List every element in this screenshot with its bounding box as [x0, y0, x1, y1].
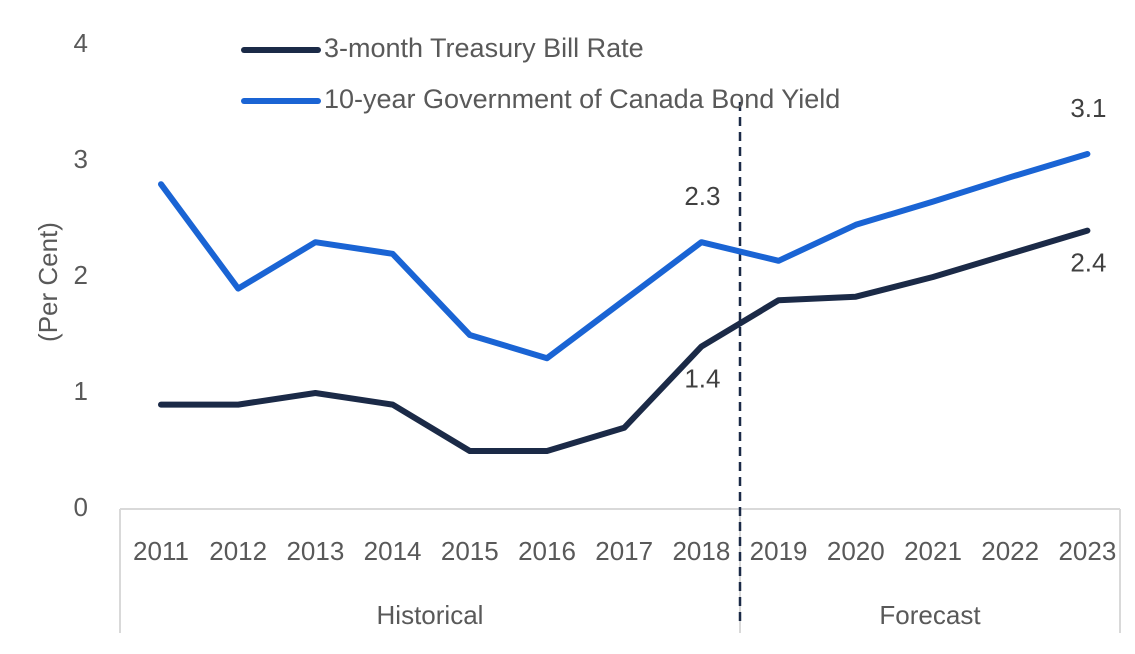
x-tick-label: 2020 [827, 536, 885, 566]
y-tick-label: 4 [74, 28, 88, 58]
x-tick-label: 2019 [750, 536, 808, 566]
x-tick-label: 2021 [904, 536, 962, 566]
legend-label-1: 10-year Government of Canada Bond Yield [324, 84, 840, 114]
legend-label-0: 3-month Treasury Bill Rate [324, 33, 644, 63]
x-tick-label: 2017 [595, 536, 653, 566]
y-axis-title: (Per Cent) [33, 222, 63, 342]
x-axis: 2011 2012 2013 2014 2015 2016 2017 2018 2019 2020… [120, 508, 1120, 566]
legend: 3-month Treasury Bill Rate 10-year Govern… [241, 33, 840, 114]
x-tick-label: 2013 [286, 536, 344, 566]
group-label-historical: Historical [377, 600, 484, 630]
x-tick-label: 2012 [209, 536, 267, 566]
y-tick-label: 2 [74, 260, 88, 290]
y-tick-label: 1 [74, 376, 88, 406]
x-tick-label: 2022 [981, 536, 1039, 566]
series-lines [158, 151, 1091, 454]
x-tick-label: 2016 [518, 536, 576, 566]
y-axis-title-group: (Per Cent) [33, 222, 63, 342]
x-tick-label: 2015 [441, 536, 499, 566]
data-labels: 1.4 2.3 2.4 3.1 [684, 93, 1106, 394]
series-line-1 [158, 151, 1091, 362]
y-axis-ticks: 0 1 2 3 4 [74, 28, 88, 522]
data-label: 1.4 [684, 363, 720, 393]
series-line-0 [158, 227, 1091, 454]
x-tick-label: 2018 [672, 536, 730, 566]
x-tick-label: 2011 [133, 536, 189, 566]
x-axis-groups: Historical Forecast [119, 509, 1121, 633]
data-label: 2.3 [684, 181, 720, 211]
x-tick-label: 2014 [364, 536, 422, 566]
data-label: 2.4 [1070, 247, 1106, 277]
group-label-forecast: Forecast [879, 600, 981, 630]
x-tick-label: 2023 [1058, 536, 1116, 566]
data-label: 3.1 [1070, 93, 1106, 123]
y-tick-label: 3 [74, 144, 88, 174]
y-tick-label: 0 [74, 492, 88, 522]
